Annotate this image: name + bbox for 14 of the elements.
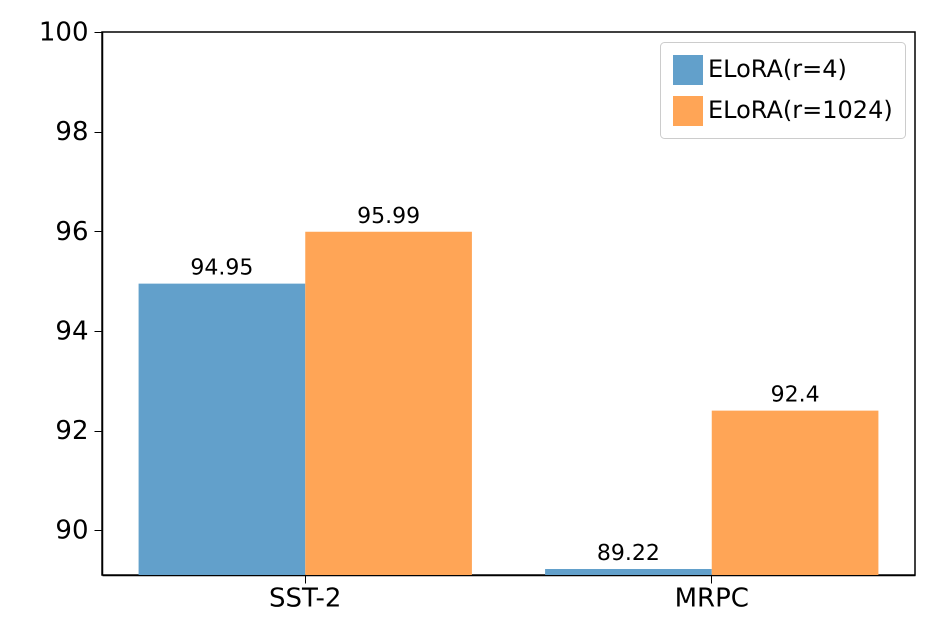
x-tick-label: SST-2 (269, 584, 342, 614)
data-label: 94.95 (190, 256, 254, 281)
data-label: 89.22 (596, 541, 660, 566)
legend-label: ELoRA(r=1024) (708, 96, 893, 124)
x-tick-label: MRPC (674, 584, 749, 614)
y-tick-label: 92 (55, 416, 88, 446)
y-tick-label: 98 (55, 117, 88, 148)
y-tick-label: 96 (55, 216, 88, 247)
legend-label: ELoRA(r=4) (708, 55, 847, 83)
y-tick-label: 90 (55, 516, 88, 546)
data-label: 92.4 (770, 382, 820, 408)
y-tick-label: 100 (38, 18, 88, 48)
data-label: 95.99 (357, 204, 420, 229)
y-tick-label: 94 (55, 316, 88, 346)
